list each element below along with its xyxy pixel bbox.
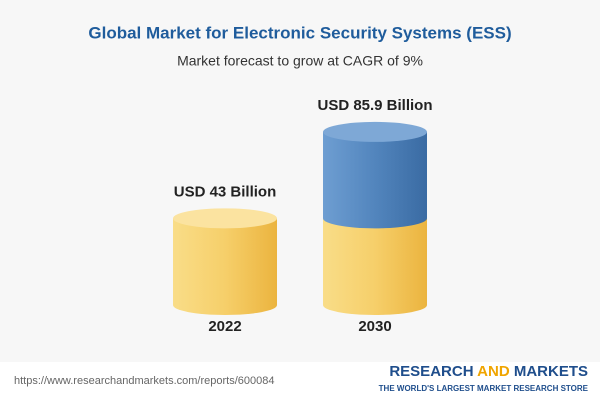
chart-subtitle: Market forecast to grow at CAGR of 9% [177, 53, 423, 69]
chart-title: Global Market for Electronic Security Sy… [88, 23, 511, 42]
cylinder-base [173, 295, 277, 315]
brand-tagline: THE WORLD'S LARGEST MARKET RESEARCH STOR… [379, 384, 589, 393]
brand-word: MARKETS [514, 363, 588, 380]
value-label: USD 85.9 Billion [317, 97, 432, 114]
cylinder-growth [323, 131, 427, 219]
cylinder-base [323, 295, 427, 315]
brand-word: RESEARCH [389, 363, 473, 380]
cylinder-body [173, 218, 277, 305]
cylinder-growth-base [323, 208, 427, 229]
cylinder-top [173, 208, 277, 229]
brand-word: AND [477, 363, 510, 380]
x-tick-label: 2022 [208, 318, 241, 335]
source-url: https://www.researchandmarkets.com/repor… [14, 375, 274, 387]
brand: RESEARCH AND MARKETS [389, 363, 588, 380]
x-tick-label: 2030 [358, 318, 391, 335]
cylinder-top [323, 121, 427, 142]
cylinder-body [323, 218, 427, 305]
footer-band [0, 362, 600, 400]
value-label: USD 43 Billion [174, 183, 277, 200]
